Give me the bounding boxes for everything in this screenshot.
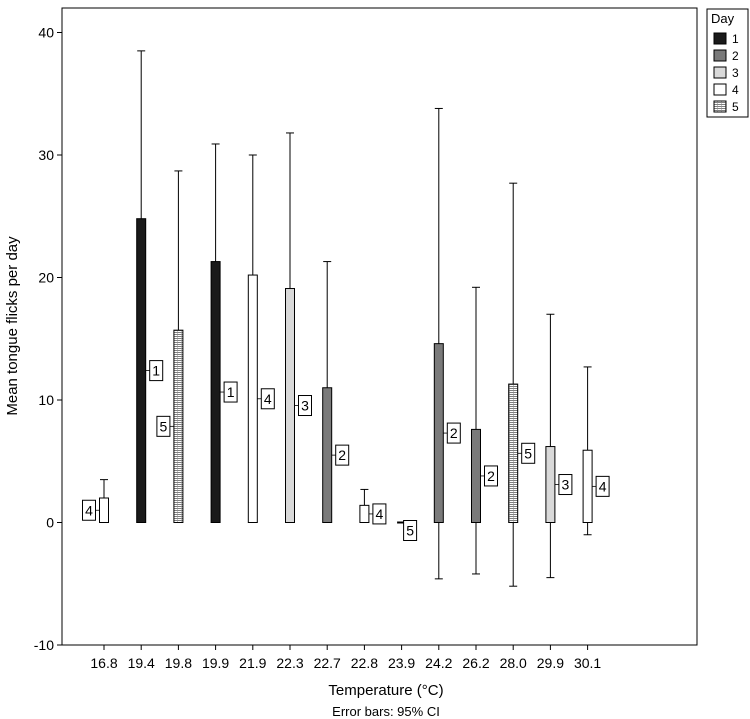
day-label: 3: [301, 398, 309, 414]
legend-title: Day: [711, 11, 735, 26]
x-axis: 16.8 19.4 19.8 19.9 21.9 22.3 22.7 22.8 23.9 24.2…: [90, 645, 601, 671]
bar-group: 1: [136, 50, 164, 523]
bar: [285, 288, 295, 523]
day-label-box: [403, 520, 418, 541]
bar: [508, 383, 519, 524]
bar-group: 2: [322, 261, 350, 523]
day-label-box: [521, 442, 536, 464]
bar-group: 4: [82, 479, 109, 523]
day-label: 1: [227, 384, 235, 400]
bar: [545, 446, 556, 523]
bar-group: 4: [582, 366, 610, 536]
legend-entry-label: 5: [732, 100, 739, 114]
y-tick-label: 30: [38, 147, 54, 163]
bar: [322, 387, 333, 523]
day-label-box: [372, 503, 387, 525]
day-label: 5: [160, 418, 168, 434]
x-tick-label: 22.8: [351, 655, 378, 671]
day-label-box: [446, 422, 461, 444]
bar-group: 2: [433, 107, 461, 580]
day-label-box: [82, 499, 96, 521]
legend-entry-label: 3: [732, 66, 739, 80]
legend-entry-label: 4: [732, 83, 739, 97]
y-axis: -10 0 10 20 30 40: [34, 25, 62, 653]
day-label: 3: [562, 477, 570, 493]
plot-area: [61, 7, 698, 646]
x-tick-label: 30.1: [574, 655, 601, 671]
day-label: 4: [376, 506, 384, 522]
bar: [359, 504, 370, 524]
y-tick-label: 40: [38, 25, 54, 41]
legend-entry-label: 1: [732, 32, 739, 46]
y-tick-label: 0: [46, 515, 54, 531]
bar: [173, 329, 184, 523]
legend-box: [706, 8, 749, 118]
x-tick-label: 19.4: [128, 655, 155, 671]
y-tick-label: 10: [38, 392, 54, 408]
bar: [136, 218, 147, 523]
bar: [582, 449, 593, 524]
x-tick-label: 22.7: [314, 655, 341, 671]
y-tick-label: 20: [38, 270, 54, 286]
day-label: 4: [599, 478, 607, 494]
bar-group: 4: [359, 488, 387, 525]
day-label: 2: [487, 468, 495, 484]
x-tick-label: 28.0: [500, 655, 527, 671]
bar: [471, 428, 481, 523]
day-label-box: [595, 475, 610, 497]
legend-swatch: [713, 100, 727, 113]
legend-entry-label: 2: [732, 49, 739, 63]
bar: [247, 274, 258, 523]
day-label: 4: [264, 391, 272, 407]
legend: Day 1 2 3 4 5: [706, 8, 749, 118]
bar-group: 3: [545, 313, 573, 579]
day-label-box: [223, 381, 238, 403]
day-label-box: [558, 474, 573, 496]
bar-group: 4: [247, 154, 275, 523]
y-tick-label: -10: [34, 637, 54, 653]
day-label: 5: [406, 523, 414, 539]
error-bars-note: Error bars: 95% CI: [332, 704, 440, 719]
day-label-box: [335, 444, 350, 466]
day-label: 4: [85, 502, 93, 518]
day-label-box: [149, 360, 164, 382]
x-tick-label: 16.8: [90, 655, 117, 671]
legend-swatch: [713, 83, 727, 96]
x-tick-label: 24.2: [425, 655, 452, 671]
legend-swatch: [713, 49, 727, 62]
bar-group: 5: [508, 182, 536, 587]
day-label: 1: [152, 363, 160, 379]
x-tick-label: 19.8: [165, 655, 192, 671]
y-axis-label: Mean tongue flicks per day: [4, 236, 21, 416]
x-tick-label: 19.9: [202, 655, 229, 671]
day-label: 2: [338, 447, 346, 463]
x-axis-label: Temperature (°C): [328, 682, 443, 699]
bar-group: 5: [156, 170, 184, 523]
x-tick-label: 23.9: [388, 655, 415, 671]
bar-group: 2: [471, 286, 498, 575]
day-label: 2: [450, 425, 458, 441]
x-tick-label: 26.2: [462, 655, 489, 671]
day-label: 5: [524, 445, 532, 461]
x-tick-label: 22.3: [276, 655, 303, 671]
bars: 4 1 5 1 4 3 2 4 5 2 2 5 3 4: [82, 50, 610, 587]
x-tick-label: 21.9: [239, 655, 266, 671]
bar-group: 1: [210, 143, 238, 523]
bar: [99, 497, 109, 523]
day-label-box: [298, 395, 312, 417]
bar: [210, 261, 221, 523]
day-label-box: [156, 415, 171, 437]
legend-swatch: [713, 32, 727, 45]
bar-group: 3: [285, 132, 312, 523]
bar-group: 5: [397, 520, 418, 541]
x-tick-label: 29.9: [537, 655, 564, 671]
day-label-box: [484, 465, 498, 487]
bar: [433, 343, 444, 523]
legend-swatch: [713, 66, 727, 79]
day-label-box: [260, 388, 275, 410]
